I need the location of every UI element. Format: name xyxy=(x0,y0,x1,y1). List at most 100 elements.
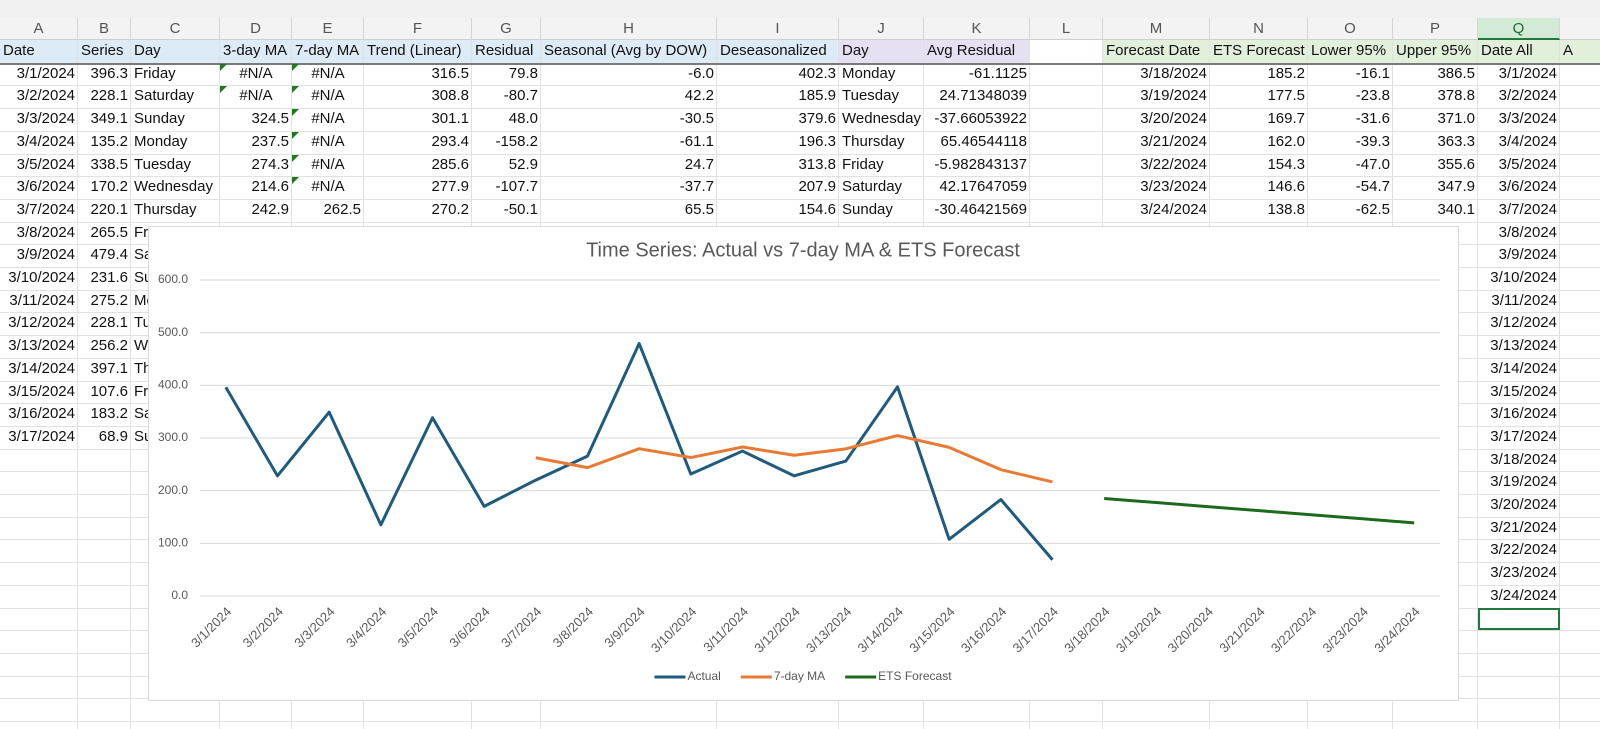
column-letter: C xyxy=(131,18,220,40)
y-tick-label: 0.0 xyxy=(171,588,188,602)
header-cell: Residual xyxy=(475,42,534,59)
column-letter: M xyxy=(1103,18,1210,40)
header-cell: Day xyxy=(134,42,161,59)
header-cell: 3-day MA xyxy=(223,42,288,59)
data-cell: 3/5/2024 xyxy=(16,155,75,173)
data-cell: 479.4 xyxy=(90,246,128,264)
column-letter: J xyxy=(839,18,924,40)
data-cell: 196.3 xyxy=(798,132,836,150)
data-cell: 3/2/2024 xyxy=(16,87,75,105)
data-cell: 265.5 xyxy=(90,223,128,241)
error-indicator xyxy=(292,154,299,162)
chart: Time Series: Actual vs 7-day MA & ETS Fo… xyxy=(148,226,1459,701)
header-bg xyxy=(1393,40,1478,63)
y-tick-label: 500.0 xyxy=(158,325,188,339)
y-tick-label: 200.0 xyxy=(158,483,188,497)
data-cell: 42.2 xyxy=(684,87,714,105)
data-cell: Tuesday xyxy=(842,87,899,105)
data-cell: 3/13/2024 xyxy=(1490,337,1557,355)
data-cell: 293.4 xyxy=(431,132,469,150)
column-letter: K xyxy=(924,18,1030,40)
y-tick-label: 400.0 xyxy=(158,378,188,392)
data-cell: 24.7 xyxy=(684,155,714,173)
data-cell: 3/17/2024 xyxy=(1490,427,1557,445)
data-cell: -61.1125 xyxy=(968,64,1027,82)
data-cell: -80.7 xyxy=(503,87,538,105)
data-cell: 277.9 xyxy=(431,178,469,196)
data-cell: 48.0 xyxy=(508,110,538,128)
data-cell: 371.0 xyxy=(1437,110,1475,128)
data-cell: 3/14/2024 xyxy=(1490,359,1557,377)
data-cell: 177.5 xyxy=(1267,87,1305,105)
data-cell: 397.1 xyxy=(90,359,128,377)
data-cell: Wednesday xyxy=(134,178,213,196)
data-cell: -5.982843137 xyxy=(934,155,1027,173)
data-cell: 138.8 xyxy=(1267,200,1305,218)
header-cell: Deseasonalized xyxy=(720,42,827,59)
data-cell: -23.8 xyxy=(1355,87,1390,105)
cell-border xyxy=(0,130,1600,132)
series-line xyxy=(535,434,1053,484)
column-letter: P xyxy=(1393,18,1478,40)
data-cell: 3/6/2024 xyxy=(1498,178,1557,196)
data-cell: 3/17/2024 xyxy=(8,427,75,445)
chart-area xyxy=(148,226,1459,701)
data-cell: #N/A xyxy=(239,64,273,82)
data-cell: 3/3/2024 xyxy=(1498,110,1557,128)
header-cell: Lower 95% xyxy=(1311,42,1387,59)
header-bg xyxy=(220,40,292,63)
data-cell: 169.7 xyxy=(1267,110,1305,128)
data-cell: 3/23/2024 xyxy=(1140,178,1207,196)
column-letter: D xyxy=(220,18,292,40)
data-cell: 363.3 xyxy=(1437,132,1475,150)
data-cell: 3/1/2024 xyxy=(16,64,75,82)
data-cell: 79.8 xyxy=(508,64,538,82)
header-cell: Date All xyxy=(1481,42,1533,59)
header-bg xyxy=(131,40,220,63)
cell-border xyxy=(0,153,1600,155)
data-cell: 340.1 xyxy=(1437,200,1475,218)
data-cell: 285.6 xyxy=(431,155,469,173)
header-cell: Date xyxy=(3,42,35,59)
cell-border xyxy=(0,221,1600,223)
data-cell: 3/24/2024 xyxy=(1140,200,1207,218)
header-bg xyxy=(839,40,924,63)
cell-border xyxy=(130,40,131,729)
column-letter: O xyxy=(1308,18,1393,40)
header-bg xyxy=(1210,40,1308,63)
cell-border xyxy=(0,198,1600,200)
data-cell: 316.5 xyxy=(431,64,469,82)
column-letter: Q xyxy=(1478,18,1560,40)
data-cell: -47.0 xyxy=(1355,155,1390,173)
data-cell: 3/21/2024 xyxy=(1140,132,1207,150)
data-cell: 228.1 xyxy=(90,314,128,332)
error-indicator xyxy=(292,109,299,117)
data-cell: -6.0 xyxy=(688,64,714,82)
data-cell: 231.6 xyxy=(90,269,128,286)
legend-label: Actual xyxy=(687,669,720,683)
header-bg xyxy=(472,40,541,63)
data-cell: 3/16/2024 xyxy=(1490,405,1557,423)
data-cell: -39.3 xyxy=(1355,132,1390,150)
data-cell: 3/11/2024 xyxy=(1491,291,1557,309)
header-cell: Seasonal (Avg by DOW) xyxy=(544,42,708,59)
data-cell: Thursday xyxy=(842,132,905,150)
data-cell: -16.1 xyxy=(1355,64,1390,82)
data-cell: 237.5 xyxy=(251,132,289,150)
data-cell: 3/7/2024 xyxy=(1498,200,1557,218)
header-bg xyxy=(1478,40,1560,63)
data-cell: 3/23/2024 xyxy=(1490,564,1557,582)
data-cell: 3/12/2024 xyxy=(8,314,75,332)
data-cell: 3/9/2024 xyxy=(1498,246,1557,264)
header-bg xyxy=(1103,40,1210,63)
header-bg xyxy=(541,40,717,63)
cell-border xyxy=(77,40,78,729)
header-cell: Upper 95% xyxy=(1396,42,1472,59)
column-letter: L xyxy=(1030,18,1103,40)
data-cell: 3/22/2024 xyxy=(1140,155,1207,173)
header-cell: 7-day MA xyxy=(295,42,360,59)
data-cell: #N/A xyxy=(311,110,345,128)
cell-border xyxy=(0,62,1600,65)
data-cell: -37.7 xyxy=(679,178,714,196)
